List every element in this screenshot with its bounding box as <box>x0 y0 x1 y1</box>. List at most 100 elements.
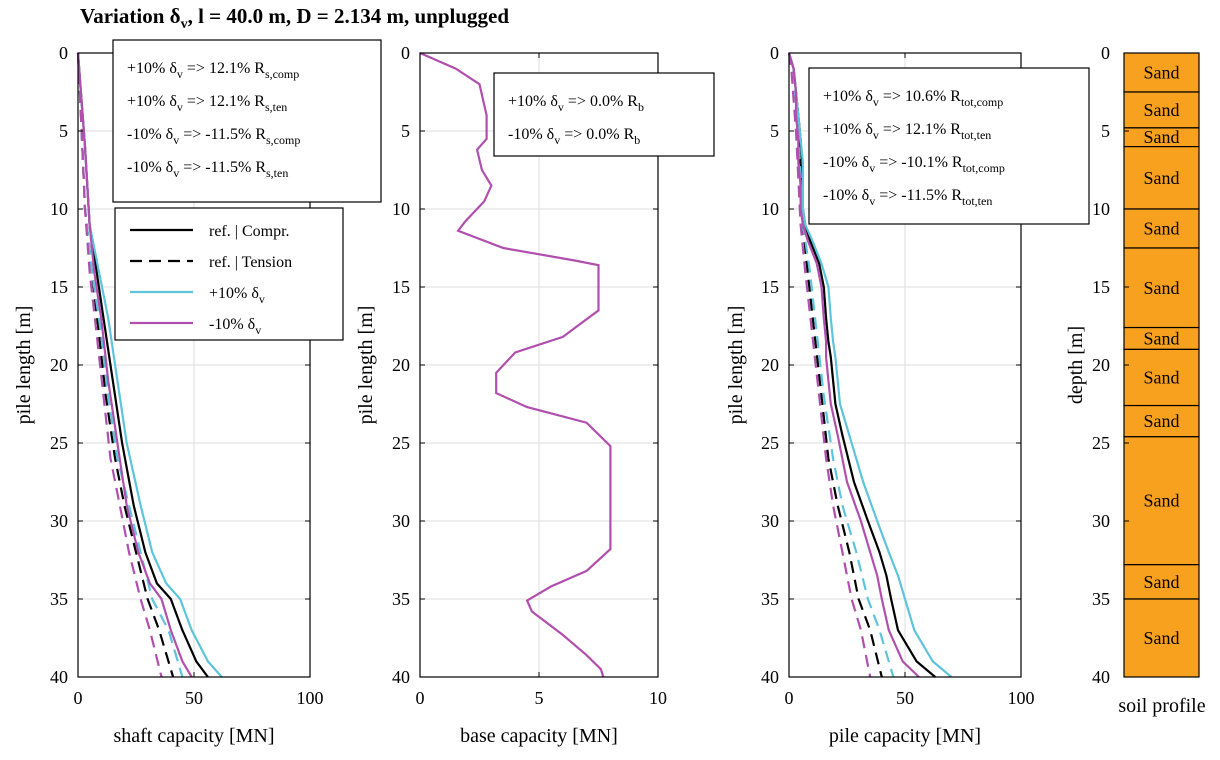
series-line-minus-solid <box>76 52 193 678</box>
soil-layer-label: Sand <box>1144 278 1180 298</box>
y-tick-label: 30 <box>761 511 779 531</box>
soil-layer <box>1123 436 1200 566</box>
y-tick-label: 40 <box>50 667 68 687</box>
soil-layer <box>1123 348 1200 407</box>
y-axis-label: pile length [m] <box>725 306 747 425</box>
soil-layer-label: Sand <box>1144 572 1180 592</box>
title-sub: v <box>180 17 188 33</box>
panel-2: 0 5 10 15 20 25 30 35 40 0 5 10 base capacity [MN] pi… <box>355 43 715 747</box>
soil-layer-label: Sand <box>1144 328 1180 348</box>
annotation-text: -10% δv => -11.5% Rtot,ten <box>823 187 992 208</box>
soil-layer <box>1123 208 1200 249</box>
soil-layer <box>1123 52 1200 93</box>
y-tick-label: 10 <box>761 199 779 219</box>
soil-layer <box>1123 146 1200 210</box>
legend-label: +10% δv <box>209 285 265 306</box>
y-tick-label: 30 <box>50 511 68 531</box>
legend-box <box>114 207 344 341</box>
annotation-box <box>112 39 382 203</box>
soil-layer-label: Sand <box>1144 367 1180 387</box>
y-tick-label: 20 <box>1092 355 1110 375</box>
soil-layer <box>1123 91 1200 129</box>
annotation-text: +10% δv => 0.0% Rb <box>508 93 644 114</box>
soil-layer <box>1123 247 1200 329</box>
annotation-text: -10% δv => -11.5% Rs,comp <box>127 126 300 147</box>
y-tick-label: 0 <box>1101 43 1110 63</box>
y-tick-label: 10 <box>392 199 410 219</box>
legend: ref. | Compr. ref. | Tension +10% δv -10% δ… <box>114 207 344 341</box>
series-line-minus-solid <box>419 51 612 678</box>
legend-label: ref. | Compr. <box>209 223 290 240</box>
y-tick-label: 40 <box>1092 667 1110 687</box>
y-tick-label: 5 <box>770 121 779 141</box>
series-line-plus-solid <box>787 52 953 678</box>
annotation-text: -10% δv => 0.0% Rb <box>508 126 640 147</box>
annotation-text: +10% δv => 10.6% Rtot,comp <box>823 88 1003 109</box>
y-tick-label: 35 <box>1092 589 1110 609</box>
y-tick-label: 15 <box>50 277 68 297</box>
panel-1: 0 5 10 15 20 25 30 35 40 0 50 100 shaft capacity [MN… <box>13 39 382 747</box>
y-tick-label: 30 <box>392 511 410 531</box>
annotation-text: +10% δv => 12.1% Rtot,ten <box>823 121 991 142</box>
series-line-minus-dashed <box>787 52 872 678</box>
soil-layer-label: Sand <box>1144 127 1180 147</box>
y-tick-label: 0 <box>770 43 779 63</box>
y-tick-label: 15 <box>761 277 779 297</box>
annotation-box <box>808 67 1090 225</box>
y-tick-label: 15 <box>1092 277 1110 297</box>
y-tick-label: 5 <box>59 121 68 141</box>
y-tick-label: 15 <box>392 277 410 297</box>
y-tick-label: 25 <box>50 433 68 453</box>
annotation-text: +10% δv => 12.1% Rs,comp <box>127 60 299 81</box>
title-rest: , l = 40.0 m, D = 2.134 m, unplugged <box>187 4 510 28</box>
x-axis-label: soil profile <box>1118 695 1205 717</box>
annotation-text: +10% δv => 12.1% Rs,ten <box>127 93 287 114</box>
soil-layer-label: Sand <box>1144 628 1180 648</box>
x-tick-label: 0 <box>785 688 794 708</box>
soil-layer <box>1123 598 1200 678</box>
y-axis-label: pile length [m] <box>355 306 377 425</box>
y-tick-label: 25 <box>761 433 779 453</box>
x-tick-label: 10 <box>649 688 667 708</box>
y-tick-label: 40 <box>761 667 779 687</box>
y-tick-label: 10 <box>1092 199 1110 219</box>
y-tick-label: 5 <box>1101 121 1110 141</box>
y-tick-label: 20 <box>392 355 410 375</box>
x-tick-label: 50 <box>896 688 914 708</box>
x-axis-label: pile capacity [MN] <box>829 725 981 747</box>
y-axis-label: depth [m] <box>1065 326 1087 404</box>
y-tick-label: 25 <box>1092 433 1110 453</box>
series-line-minus-dashed <box>76 52 163 678</box>
figure-title: Variation δv, l = 40.0 m, D = 2.134 m, u… <box>80 4 509 33</box>
soil-layer-label: Sand <box>1144 411 1180 431</box>
series-line-minus-solid <box>787 52 920 678</box>
x-tick-label: 100 <box>1008 688 1035 708</box>
title-main: Variation δ <box>80 4 181 28</box>
y-tick-label: 35 <box>392 589 410 609</box>
legend-label: -10% δv <box>209 316 261 337</box>
annotation-box <box>493 72 715 157</box>
y-tick-label: 35 <box>50 589 68 609</box>
y-tick-label: 35 <box>761 589 779 609</box>
x-tick-label: 0 <box>74 688 83 708</box>
y-tick-label: 40 <box>392 667 410 687</box>
x-tick-label: 0 <box>416 688 425 708</box>
x-axis-label: base capacity [MN] <box>460 725 618 747</box>
y-tick-label: 0 <box>59 43 68 63</box>
x-axis-label: shaft capacity [MN] <box>113 725 274 747</box>
y-tick-label: 10 <box>50 199 68 219</box>
y-axis-label: pile length [m] <box>13 306 35 425</box>
soil-layer-label: Sand <box>1144 100 1180 120</box>
y-tick-label: 20 <box>761 355 779 375</box>
annotation-text: -10% δv => -11.5% Rs,ten <box>127 159 288 180</box>
x-tick-label: 5 <box>535 688 544 708</box>
annotation-text: -10% δv => -10.1% Rtot,comp <box>823 154 1005 175</box>
soil-layer-label: Sand <box>1144 491 1180 511</box>
soil-profile-panel: Sand Sand Sand Sand Sand Sand Sand Sand Sand Sand… <box>1065 43 1206 717</box>
soil-layer-label: Sand <box>1144 168 1180 188</box>
y-tick-label: 30 <box>1092 511 1110 531</box>
panel-3: 0 5 10 15 20 25 30 35 40 0 50 100 pile capacity [MN]… <box>725 43 1090 747</box>
legend-label: ref. | Tension <box>209 254 292 271</box>
y-tick-label: 5 <box>401 121 410 141</box>
